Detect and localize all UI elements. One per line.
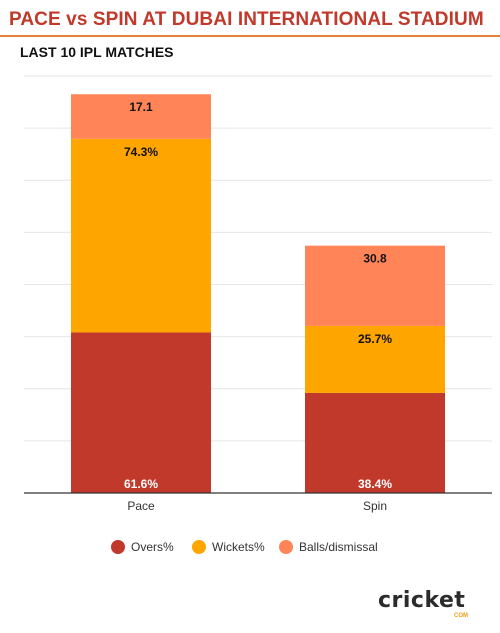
data-label: 74.3% xyxy=(124,145,158,159)
cricket-com-logo: cricket COM xyxy=(378,588,478,619)
data-label: 61.6% xyxy=(124,477,158,491)
data-label: 17.1 xyxy=(129,100,153,114)
legend: Overs% Wickets% Balls/dismissal xyxy=(111,540,378,554)
x-tick-label: Spin xyxy=(363,499,387,513)
data-labels: 61.6% 74.3% 17.1 38.4% 25.7% 30.8 xyxy=(124,100,392,491)
chart-title: PACE vs SPIN AT DUBAI INTERNATIONAL STAD… xyxy=(9,9,484,30)
legend-marker xyxy=(111,540,125,554)
legend-label: Balls/dismissal xyxy=(299,540,378,554)
bar-segment xyxy=(305,392,445,493)
chart-subtitle: LAST 10 IPL MATCHES xyxy=(20,44,174,60)
data-label: 30.8 xyxy=(363,252,387,266)
bar-segment xyxy=(71,94,211,139)
data-label: 38.4% xyxy=(358,477,392,491)
x-tick-label: Pace xyxy=(127,499,155,513)
legend-marker xyxy=(192,540,206,554)
brand-suffix: COM xyxy=(454,613,468,619)
bar-segment xyxy=(71,138,211,333)
legend-label: Overs% xyxy=(131,540,174,554)
legend-marker xyxy=(279,540,293,554)
title-underline xyxy=(0,35,500,37)
brand-name: cricket xyxy=(378,588,466,613)
bar-segment xyxy=(305,245,445,326)
data-label: 25.7% xyxy=(358,332,392,346)
x-axis: Pace Spin xyxy=(24,492,492,513)
bar-segment xyxy=(305,325,445,393)
bar-segment xyxy=(71,332,211,493)
legend-label: Wickets% xyxy=(212,540,265,554)
bars xyxy=(71,94,445,493)
